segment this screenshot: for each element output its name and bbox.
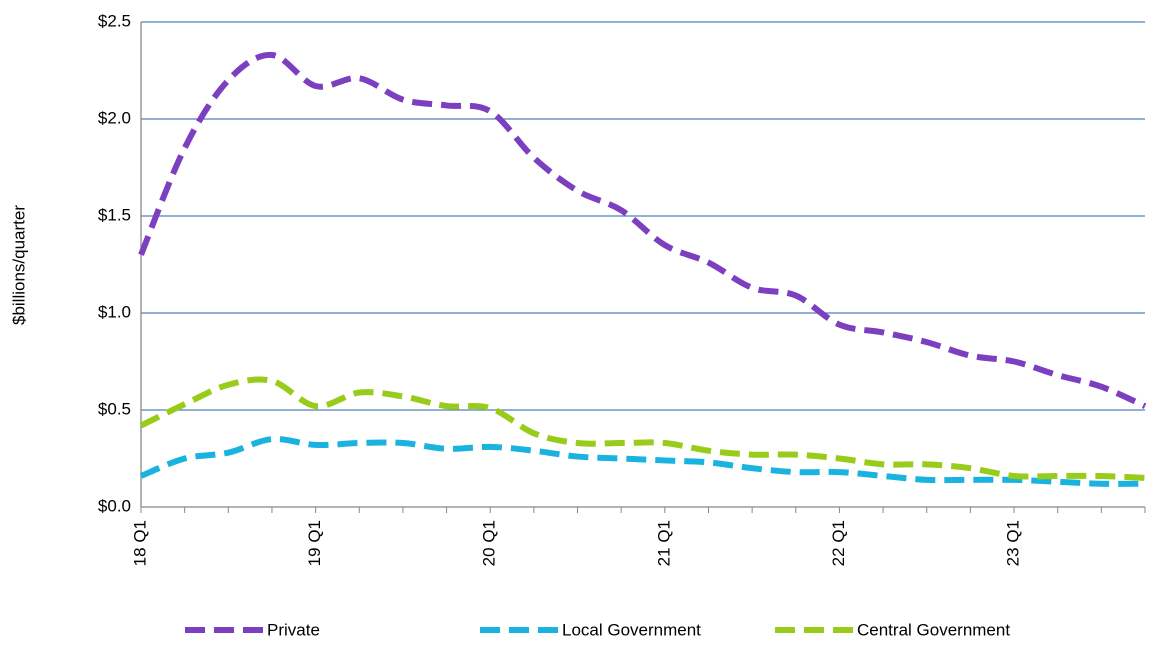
y-tick-label: $1.0 [98,302,131,321]
legend-label: Private [267,620,320,639]
series-line [138,51,1147,409]
y-tick-label: $0.0 [98,496,131,515]
legend-label: Local Government [562,620,701,639]
x-tick-label: 21 Q1 [654,520,673,566]
x-tick-label: 23 Q1 [1004,520,1023,566]
y-tick-label: $1.5 [98,205,131,224]
y-axis-label: $billions/quarter [9,205,28,325]
y-tick-label: $0.5 [98,399,131,418]
x-tick-label: 19 Q1 [305,520,324,566]
x-tick-label: 22 Q1 [829,520,848,566]
series-line [139,376,1146,481]
y-tick-label: $2.5 [98,11,131,30]
series-line [139,435,1146,487]
y-tick-label: $2.0 [98,108,131,127]
x-tick-label: 20 Q1 [480,520,499,566]
legend-label: Central Government [857,620,1010,639]
x-tick-label: 18 Q1 [130,520,149,566]
